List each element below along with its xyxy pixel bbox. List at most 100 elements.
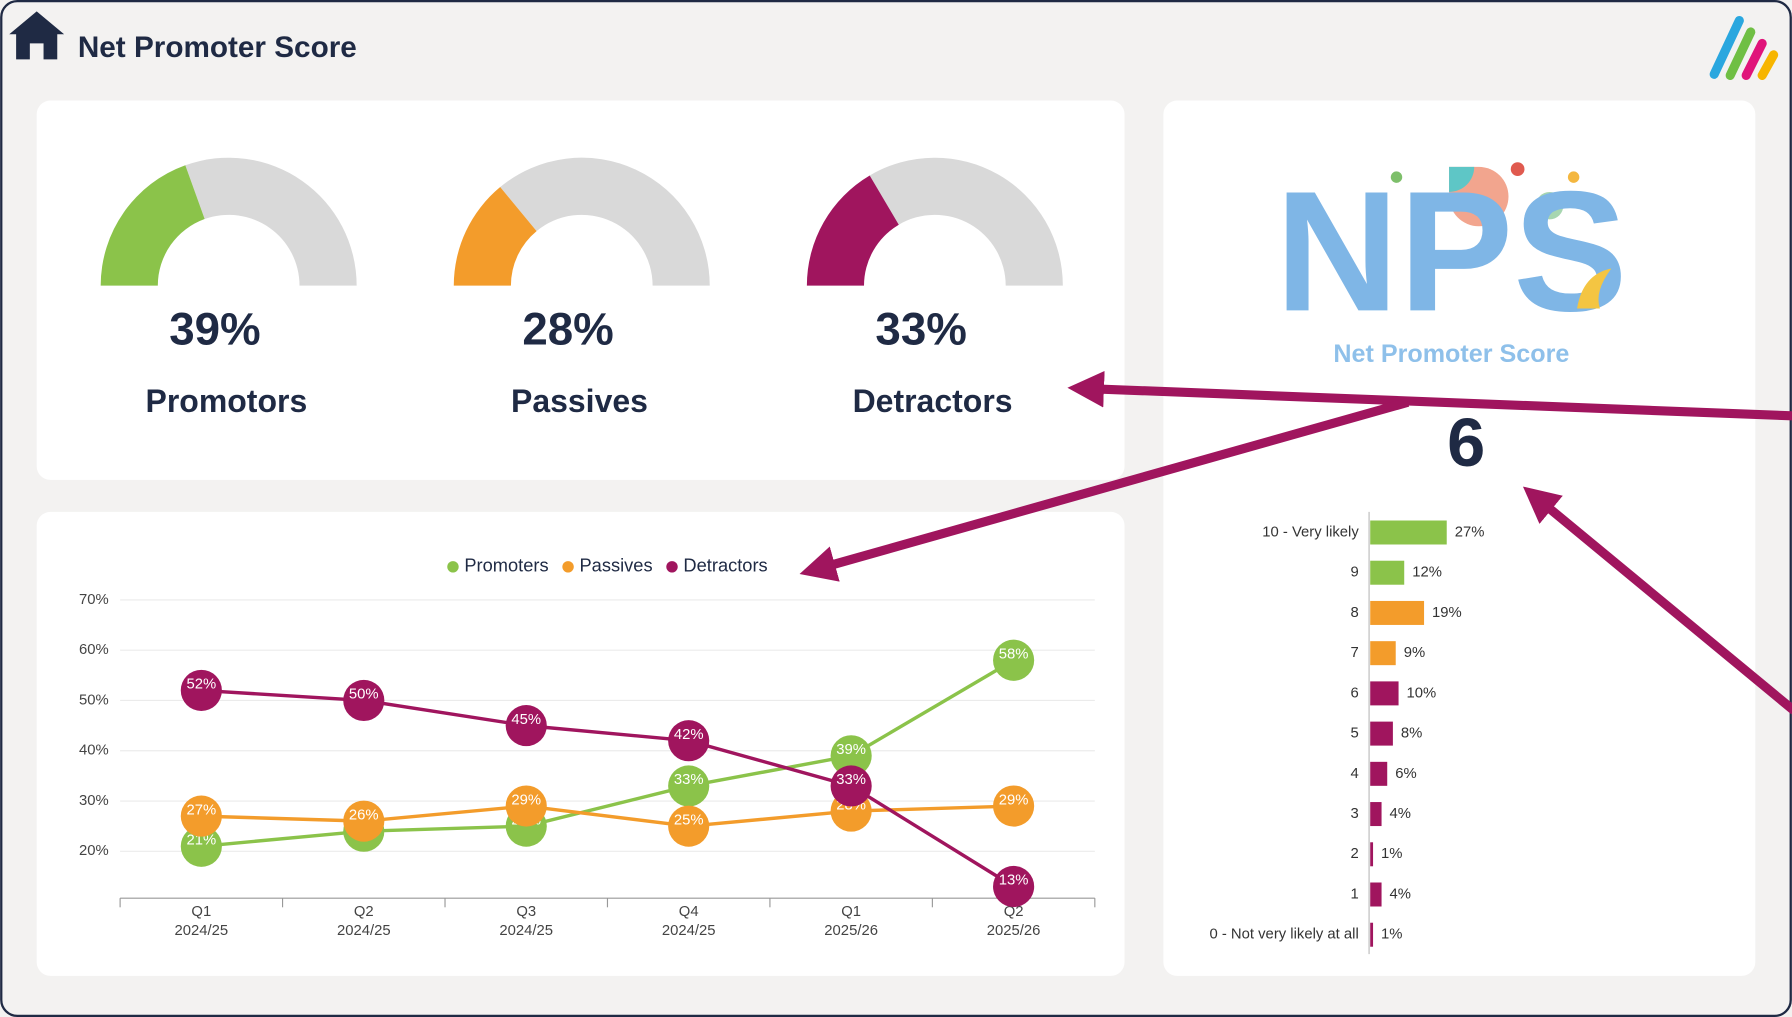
bar (1370, 802, 1382, 827)
gauge-label: Passives (511, 383, 648, 419)
data-label: 52% (186, 677, 216, 693)
y-tick-label: 50% (79, 692, 109, 708)
gauge-label: Detractors (853, 383, 1013, 419)
bar-value: 1% (1381, 927, 1402, 943)
data-point (505, 785, 547, 827)
data-label: 26% (349, 807, 379, 823)
gauge-fill (806, 175, 899, 286)
bar-value: 9% (1404, 645, 1425, 661)
data-label: 58% (999, 646, 1029, 662)
data-label: 39% (836, 742, 866, 758)
data-label: 33% (836, 772, 866, 788)
data-point (668, 765, 710, 807)
data-point (668, 805, 710, 847)
gauge-fill (100, 165, 205, 286)
bar-category: 4 (1351, 766, 1359, 782)
bar-value: 27% (1455, 524, 1485, 540)
x-tick-label: Q4 (679, 904, 699, 920)
bar-value: 1% (1381, 846, 1402, 862)
bar-value: 4% (1390, 806, 1411, 822)
x-tick-label: 2024/25 (174, 923, 228, 939)
charts: 39%Promotors28%Passives33%Detractors20%3… (79, 157, 1485, 955)
series-line (201, 658, 1015, 848)
bar (1370, 882, 1382, 907)
gauge-value: 28% (522, 304, 613, 355)
series-line (201, 688, 1015, 888)
trend-card (36, 511, 1125, 976)
legend-marker (562, 561, 574, 573)
data-label: 29% (999, 792, 1029, 808)
bar-category: 0 - Not very likely at all (1209, 927, 1358, 943)
bar-category: 9 (1351, 565, 1359, 581)
gauge-label: Promotors (146, 383, 308, 419)
bar-category: 1 (1351, 886, 1359, 902)
y-tick-label: 30% (79, 793, 109, 809)
annotation-arrows (799, 370, 1792, 715)
bar-value: 8% (1401, 726, 1422, 742)
gauge-track (869, 157, 1063, 286)
y-tick-label: 60% (79, 642, 109, 658)
bar (1370, 641, 1396, 666)
bar (1370, 721, 1393, 746)
bar (1370, 600, 1425, 625)
data-label: 27% (186, 802, 216, 818)
data-label: 45% (511, 712, 541, 728)
legend-label: Passives (579, 555, 652, 576)
legend: Promoters Passives Detractors (447, 555, 768, 576)
data-label: 33% (674, 772, 704, 788)
bar (1370, 922, 1374, 947)
x-tick-label: 2024/25 (499, 923, 553, 939)
data-point (668, 720, 710, 762)
x-tick-label: Q3 (516, 904, 536, 920)
data-label: 29% (511, 792, 541, 808)
bar (1370, 761, 1388, 786)
x-tick-label: Q1 (191, 904, 211, 920)
y-tick-label: 40% (79, 743, 109, 759)
legend-marker (666, 561, 678, 573)
illustration-text: NPS (1275, 156, 1627, 347)
score-card (1163, 100, 1756, 976)
x-tick-label: 2025/26 (987, 923, 1041, 939)
bar-value: 19% (1432, 605, 1462, 621)
data-point (343, 679, 385, 722)
bar-category: 2 (1351, 846, 1359, 862)
data-label: 21% (186, 832, 216, 848)
data-point (830, 765, 872, 807)
bar-category: 10 - Very likely (1262, 524, 1359, 540)
x-tick-label: 2025/26 (824, 923, 878, 939)
illustration-caption: Net Promoter Score (1333, 340, 1569, 368)
bar-category: 5 (1351, 726, 1359, 742)
bar (1370, 681, 1399, 706)
legend-marker (447, 561, 459, 573)
data-point (993, 785, 1035, 827)
x-tick-label: Q1 (841, 904, 861, 920)
bar-value: 6% (1395, 766, 1416, 782)
x-tick-label: Q2 (354, 904, 374, 920)
data-point (180, 669, 222, 711)
gauge-track (500, 157, 710, 286)
bar (1370, 560, 1405, 585)
x-tick-label: Q2 (1004, 904, 1024, 920)
bar-category: 8 (1351, 605, 1359, 621)
y-tick-label: 20% (79, 843, 109, 859)
data-label: 25% (674, 812, 704, 828)
bar-category: 3 (1351, 806, 1359, 822)
nps-score: 6 (1447, 404, 1485, 481)
bar-value: 4% (1390, 886, 1411, 902)
logo (1709, 15, 1779, 80)
gauge-value: 33% (875, 304, 966, 355)
data-point (993, 639, 1035, 681)
bar-category: 6 (1351, 685, 1359, 701)
data-point (180, 825, 222, 867)
bar-value: 12% (1412, 565, 1442, 581)
data-point (180, 795, 222, 837)
x-tick-label: 2024/25 (337, 923, 391, 939)
data-point (830, 735, 872, 777)
gauge-card (36, 100, 1125, 480)
data-point (343, 800, 385, 842)
bar-value: 10% (1407, 685, 1437, 701)
home-icon[interactable] (9, 11, 65, 60)
gauge-fill (453, 187, 537, 286)
